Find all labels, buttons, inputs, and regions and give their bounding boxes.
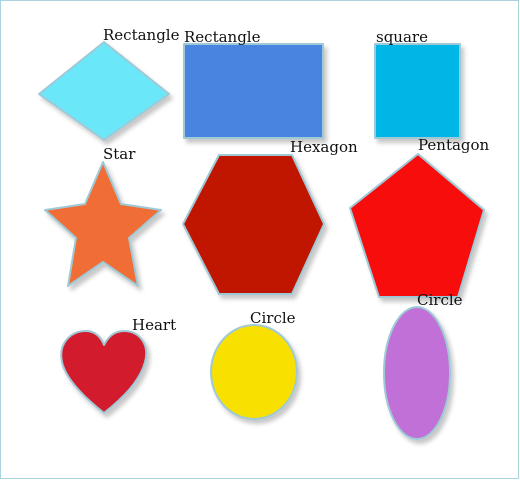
pentagon-shape [349,153,485,298]
hexagon-shape [182,154,325,295]
rectangle-shape [183,43,324,139]
ellipse-shape [383,306,451,440]
label-square: square [376,28,428,46]
label-diamond: Rectangle [103,26,180,44]
label-ellipse: Circle [417,291,463,309]
label-rectangle: Rectangle [184,28,261,46]
heart-shape [60,330,148,414]
label-circle: Circle [250,309,296,327]
star-shape [44,161,162,287]
label-heart: Heart [132,316,177,334]
label-hexagon: Hexagon [290,138,358,156]
label-pentagon: Pentagon [418,136,490,154]
label-star: Star [103,145,136,163]
square-shape [374,43,461,139]
circle-shape [210,324,298,420]
diamond-shape [38,41,170,141]
